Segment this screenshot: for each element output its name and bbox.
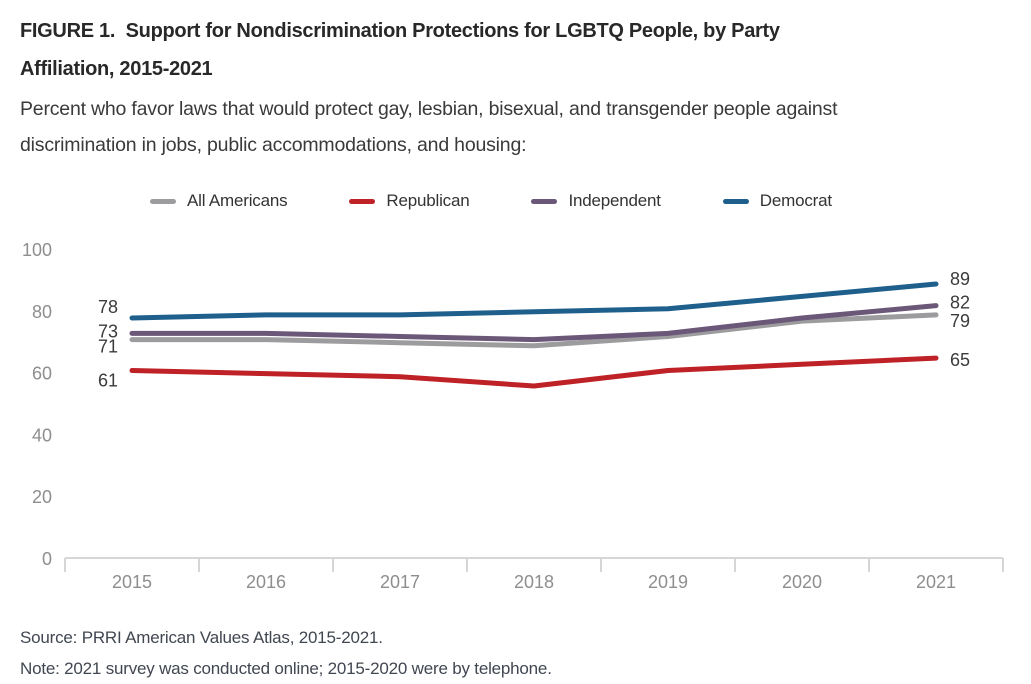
value-label-end-all-americans: 79	[950, 311, 970, 331]
figure-title-line1: FIGURE 1. Support for Nondiscrimination …	[20, 20, 780, 42]
legend-label: Independent	[568, 191, 661, 210]
line-republican	[129, 355, 939, 389]
y-axis-tick-label: 40	[32, 425, 52, 445]
chart-legend: All Americans Republican Independent Democr…	[150, 189, 1011, 213]
x-axis-tick-label: 2015	[112, 572, 152, 592]
line-all-americans	[129, 312, 939, 349]
y-axis-tick-label: 0	[42, 549, 52, 569]
legend-item-democrat: Democrat	[722, 191, 832, 211]
legend-label: Democrat	[759, 191, 832, 210]
value-label-start-republican: 61	[98, 371, 118, 391]
y-axis-tick-label: 20	[32, 487, 52, 507]
legend-label: All Americans	[187, 191, 288, 210]
legend-dash-icon	[150, 198, 176, 204]
legend-dash-icon	[349, 198, 376, 204]
figure-footer: Source: PRRI American Values Atlas, 2015…	[20, 622, 1011, 684]
figure-title-line2: Affiliation, 2015-2021	[20, 58, 213, 80]
value-label-start-independent: 73	[98, 321, 118, 341]
value-label-end-democrat: 89	[950, 269, 970, 289]
line-chart-svg: 100 80 60 40 20 0 2015 2016 2017 2018 2019 2020 2021…	[22, 240, 1004, 592]
x-axis-tick-label: 2018	[514, 572, 554, 592]
figure-title: FIGURE 1. Support for Nondiscrimination …	[20, 12, 1011, 88]
line-chart: 100 80 60 40 20 0 2015 2016 2017 2018 2019 2020 2021…	[20, 229, 1011, 616]
note-text: Note: 2021 survey was conducted online; …	[20, 659, 552, 678]
value-label-start-democrat: 78	[98, 297, 118, 317]
figure-subtitle: Percent who favor laws that would protec…	[20, 91, 1011, 163]
figure-subtitle-line1: Percent who favor laws that would protec…	[20, 98, 838, 120]
y-axis-tick-label: 100	[22, 240, 52, 260]
legend-item-all-americans: All Americans	[150, 191, 288, 211]
legend-dash-icon	[531, 198, 558, 204]
y-axis-tick-label: 80	[32, 302, 52, 322]
legend-dash-icon	[722, 198, 749, 204]
line-independent	[129, 303, 939, 343]
value-label-end-independent: 82	[950, 293, 970, 313]
legend-label: Republican	[386, 191, 470, 210]
y-axis-tick-label: 60	[32, 364, 52, 384]
x-axis-tick-label: 2019	[648, 572, 688, 592]
value-label-end-republican: 65	[950, 350, 970, 370]
source-text: Source: PRRI American Values Atlas, 2015…	[20, 628, 383, 647]
figure-subtitle-line2: discrimination in jobs, public accommoda…	[20, 134, 527, 156]
line-democrat	[129, 281, 939, 321]
x-axis-tick-label: 2021	[916, 572, 956, 592]
x-axis-tick-label: 2017	[380, 572, 420, 592]
legend-item-republican: Republican	[349, 191, 470, 211]
x-axis-tick-label: 2020	[782, 572, 822, 592]
x-axis-tick-label: 2016	[246, 572, 286, 592]
value-label-start-all-americans: 71	[98, 337, 118, 357]
legend-item-independent: Independent	[531, 191, 661, 211]
